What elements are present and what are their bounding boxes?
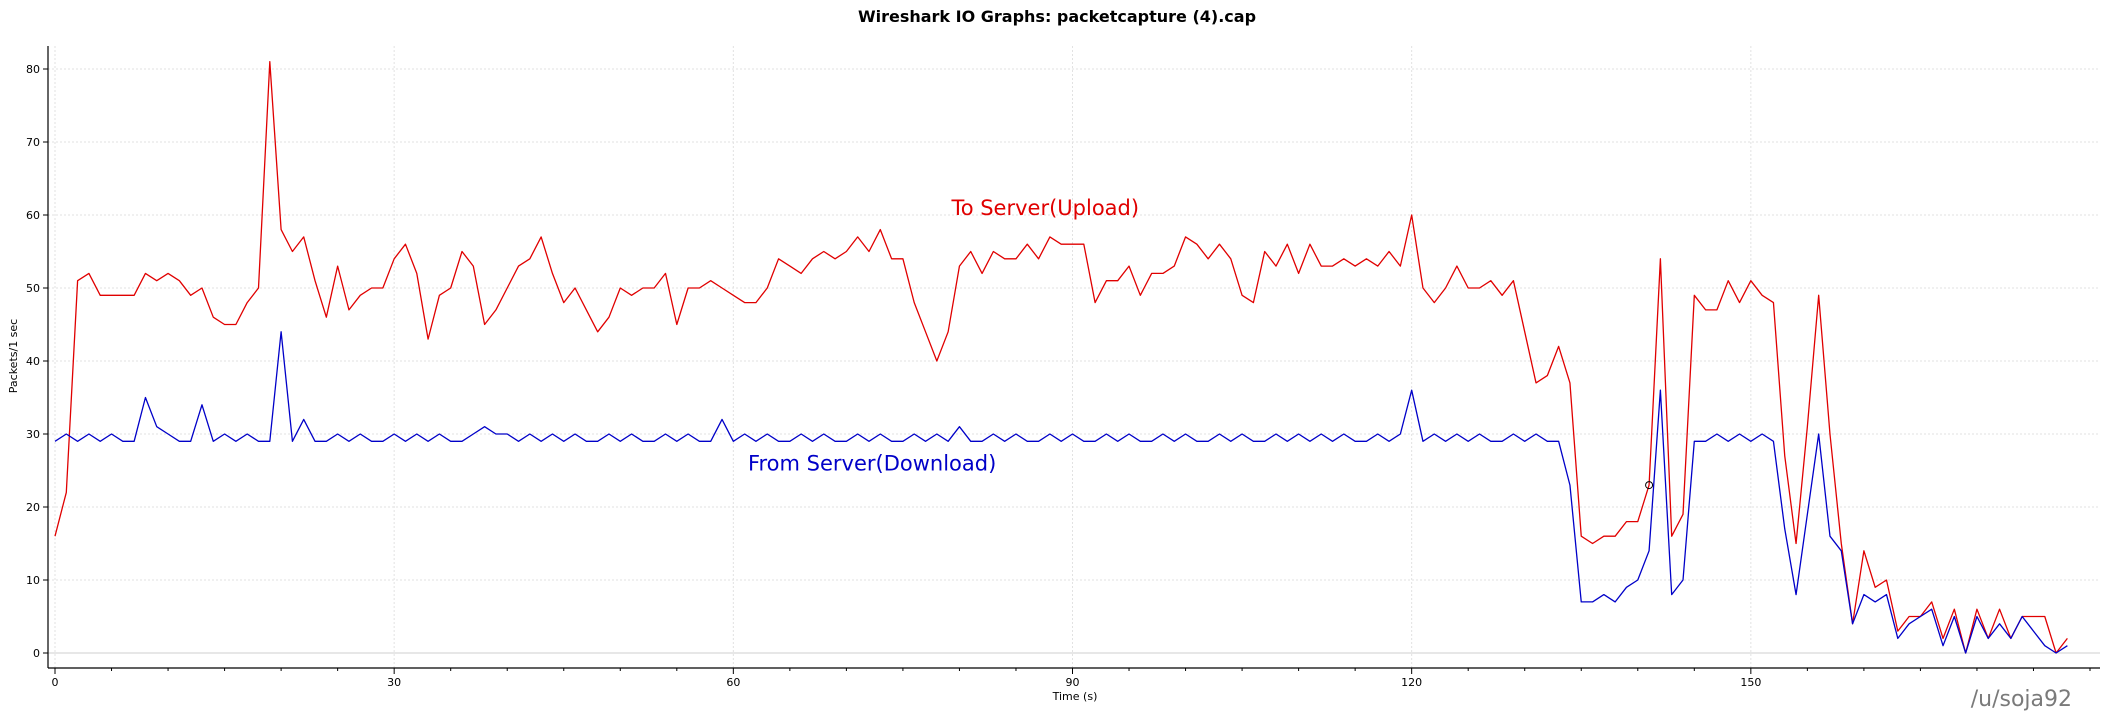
grid-lines <box>48 46 2100 668</box>
x-tick-label: 150 <box>1740 676 1761 689</box>
watermark-text: /u/soja92 <box>1971 687 2072 712</box>
x-tick-label: 120 <box>1401 676 1422 689</box>
download-series-label: From Server(Download) <box>748 452 996 476</box>
x-tick-label: 30 <box>387 676 401 689</box>
upload-series-line <box>54 61 2068 654</box>
cursor-marker <box>1645 481 1654 490</box>
y-tick-label: 60 <box>26 209 40 222</box>
y-tick-label: 50 <box>26 282 40 295</box>
upload-series-label: To Server(Upload) <box>950 196 1139 220</box>
chart-axes <box>43 46 2100 674</box>
x-axis-label: Time (s) <box>1052 690 1098 703</box>
series-lines <box>54 61 2068 654</box>
download-series-line <box>54 331 2068 654</box>
y-tick-label: 40 <box>26 355 40 368</box>
tick-labels: 0 10 20 30 40 50 60 70 80 0 30 60 90 120 150 <box>26 63 1761 689</box>
y-tick-label: 10 <box>26 574 40 587</box>
x-tick-label: 90 <box>1066 676 1080 689</box>
y-tick-label: 20 <box>26 501 40 514</box>
x-tick-label: 0 <box>52 676 59 689</box>
y-tick-label: 30 <box>26 428 40 441</box>
y-tick-label: 70 <box>26 136 40 149</box>
chart-title: Wireshark IO Graphs: packetcapture (4).c… <box>858 7 1256 26</box>
x-tick-label: 60 <box>726 676 740 689</box>
y-axis-label: Packets/1 sec <box>7 319 20 393</box>
y-tick-label: 0 <box>33 647 40 660</box>
series-annotations: To Server(Upload) From Server(Download) <box>748 196 1139 476</box>
y-tick-label: 80 <box>26 63 40 76</box>
